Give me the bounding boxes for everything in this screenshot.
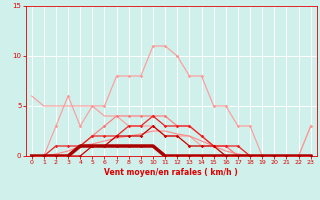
X-axis label: Vent moyen/en rafales ( km/h ): Vent moyen/en rafales ( km/h )	[104, 168, 238, 177]
